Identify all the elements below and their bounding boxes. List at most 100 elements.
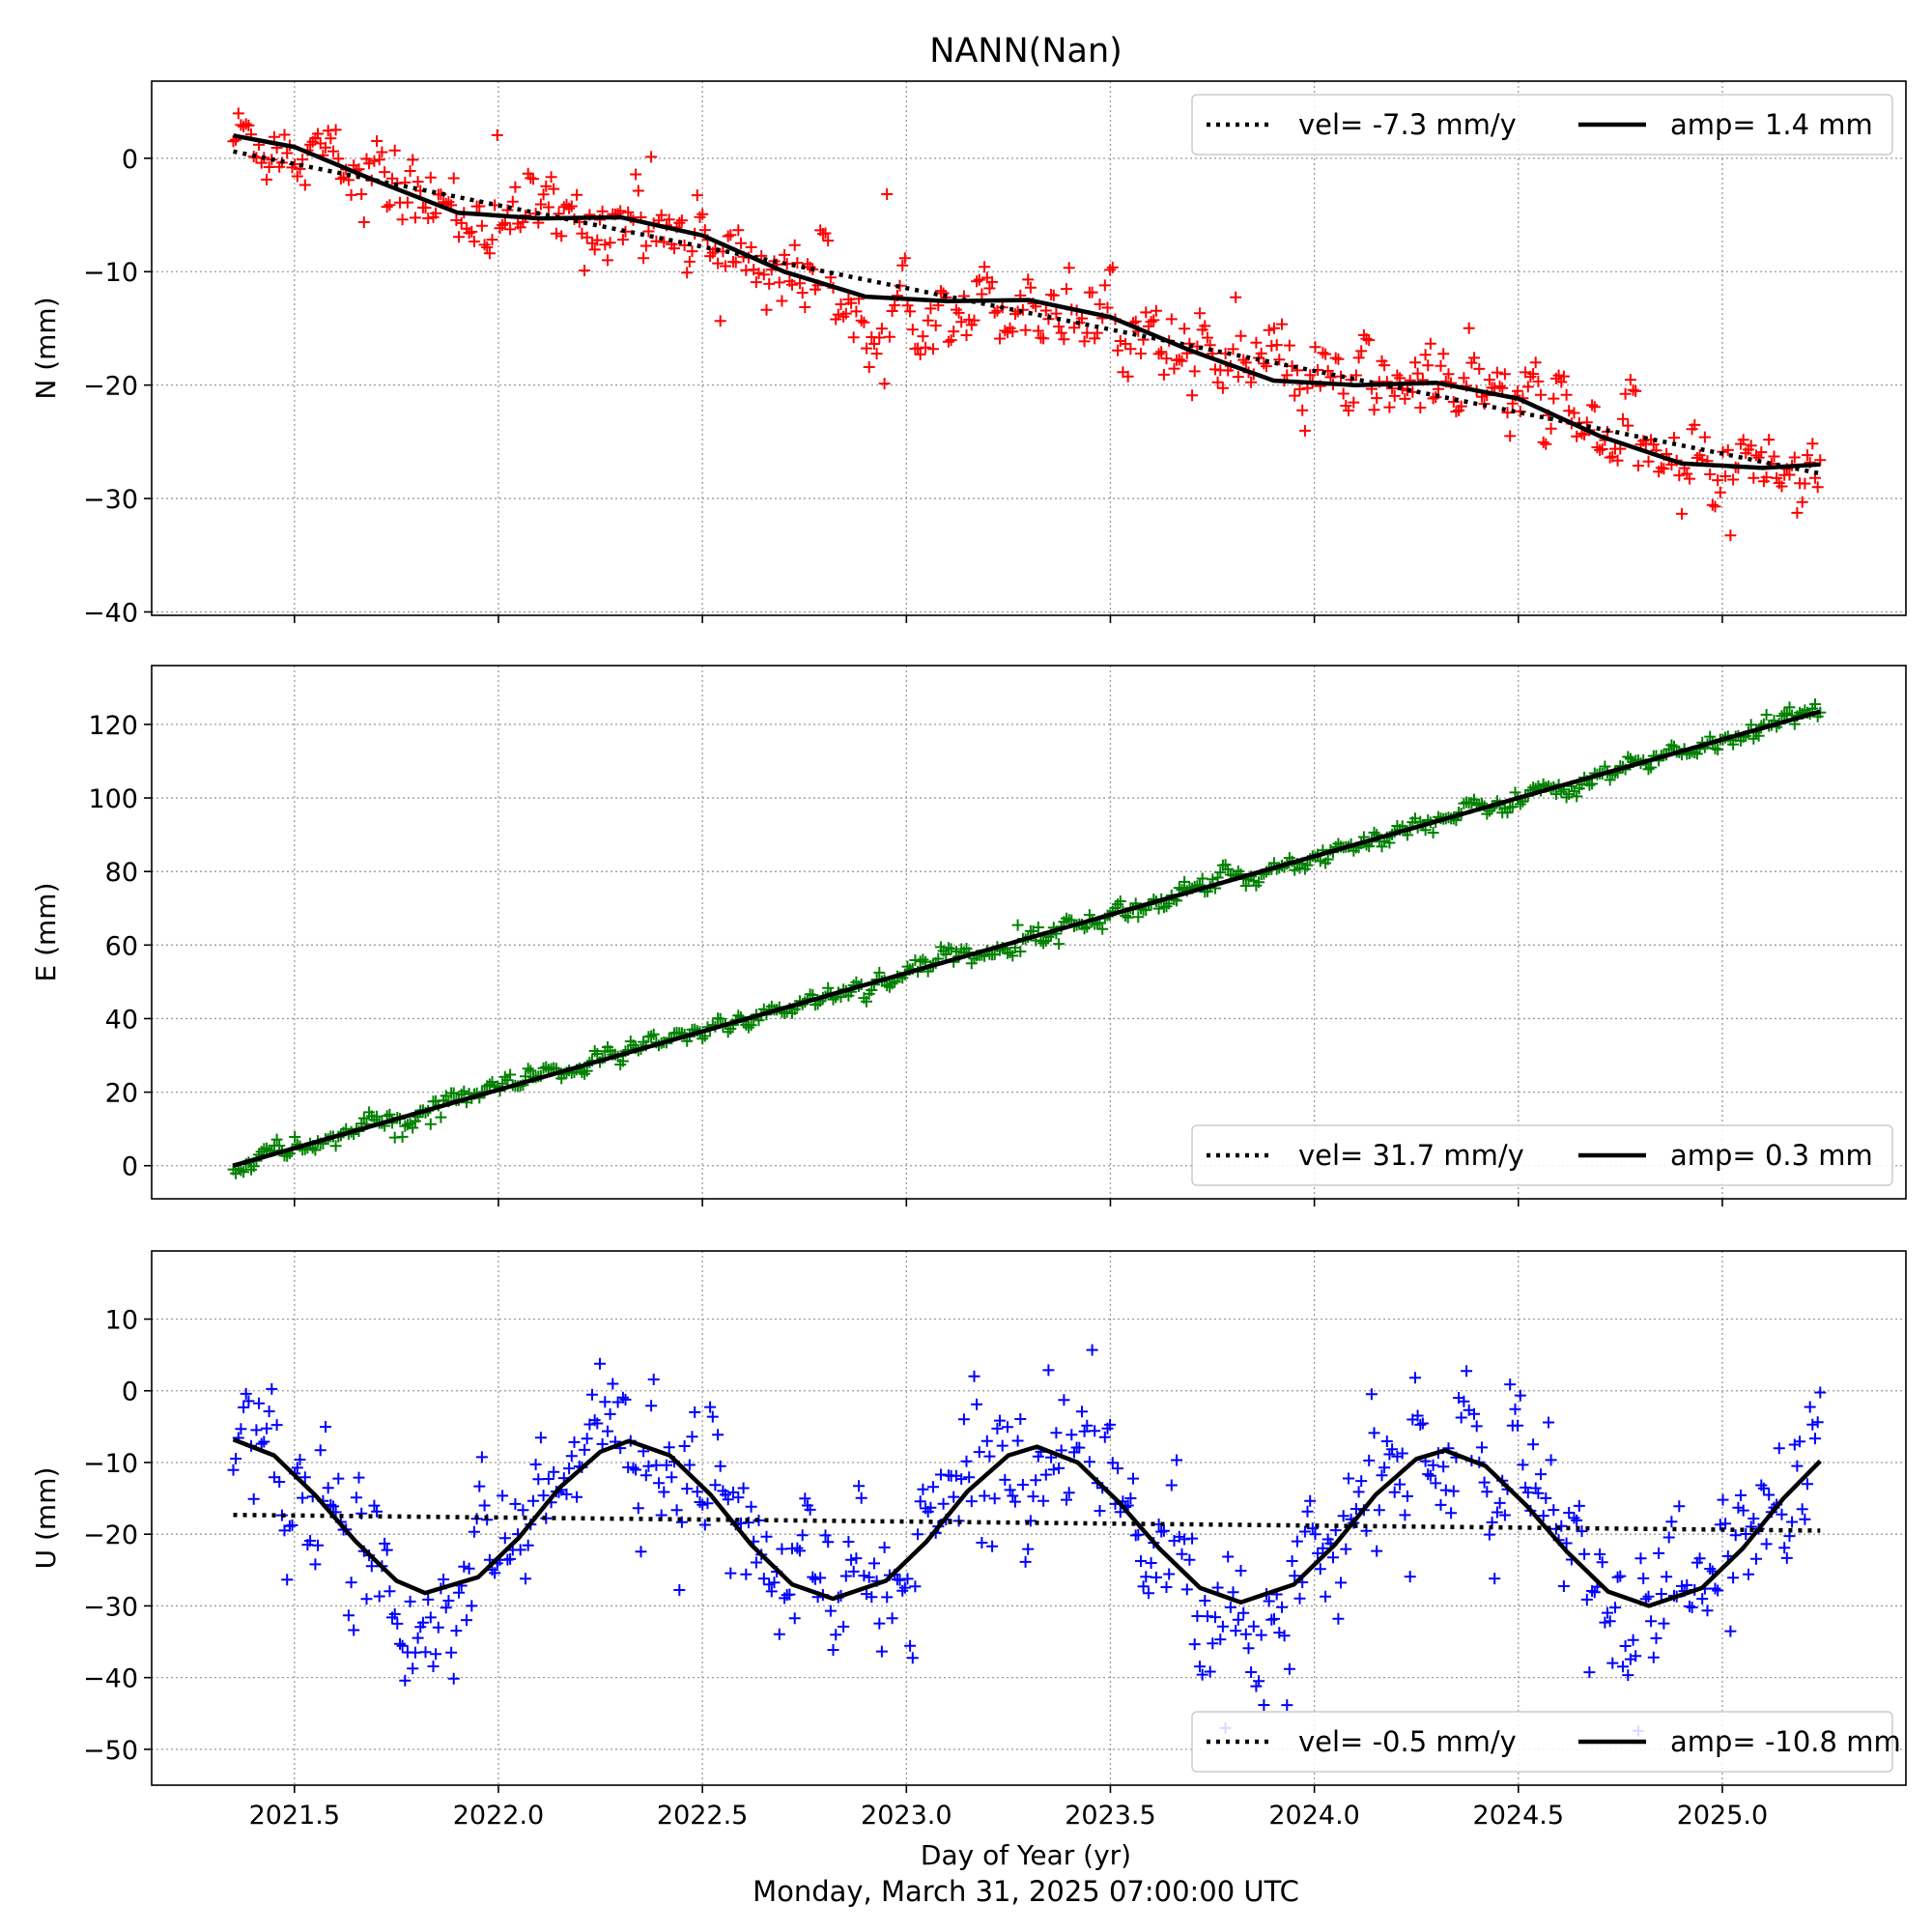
data-point	[1437, 348, 1450, 360]
data-point	[1399, 1509, 1411, 1521]
data-point	[1086, 1344, 1098, 1356]
data-point	[1253, 1675, 1265, 1688]
data-point	[1653, 1547, 1665, 1559]
data-point	[732, 1492, 745, 1504]
data-point	[1283, 339, 1295, 352]
data-point	[1658, 1617, 1670, 1630]
data-point	[681, 267, 694, 279]
data-point	[1776, 480, 1788, 493]
data-point	[906, 324, 919, 336]
data-point	[650, 1459, 663, 1471]
data-point	[581, 231, 593, 243]
data-point	[976, 288, 988, 300]
data-point	[1101, 301, 1114, 314]
data-point	[1498, 1509, 1511, 1521]
data-point	[1604, 774, 1616, 786]
data-point	[548, 183, 560, 195]
data-point	[455, 216, 468, 229]
data-point	[1689, 418, 1701, 431]
data-point	[1463, 322, 1475, 334]
data-point	[1050, 1427, 1063, 1439]
data-point	[1791, 1460, 1804, 1472]
data-point	[297, 1492, 309, 1504]
data-point	[942, 335, 954, 348]
data-point	[1768, 450, 1780, 463]
data-point	[712, 257, 724, 270]
data-point	[1529, 1482, 1542, 1494]
legend: vel= 31.7 mm/y amp= 0.3 mm	[1191, 1124, 1893, 1186]
data-point	[661, 1459, 672, 1471]
y-tick-label: −30	[83, 485, 138, 515]
data-point	[917, 953, 929, 966]
data-point	[794, 277, 806, 290]
data-point	[1019, 324, 1032, 336]
data-point	[230, 1453, 242, 1464]
data-point	[1563, 1507, 1576, 1519]
data-point	[763, 277, 776, 290]
data-point	[388, 144, 401, 156]
data-point	[360, 1593, 373, 1605]
data-point	[1019, 1555, 1032, 1568]
data-point	[894, 1574, 906, 1586]
data-point	[1435, 1498, 1447, 1511]
y-tick-label: −50	[83, 1736, 138, 1766]
data-point	[1083, 1456, 1095, 1468]
data-point	[1368, 826, 1380, 838]
data-point	[1568, 785, 1580, 798]
data-point	[1512, 384, 1524, 397]
data-point	[1376, 1469, 1388, 1482]
data-point	[1242, 1642, 1255, 1655]
data-point	[1009, 308, 1021, 321]
data-point	[1655, 1588, 1667, 1600]
data-point	[1386, 1443, 1399, 1456]
data-point	[647, 1028, 660, 1040]
data-point	[1560, 388, 1573, 401]
data-point	[430, 1648, 442, 1661]
data-point	[1104, 264, 1117, 276]
data-point	[1135, 348, 1147, 359]
data-point	[329, 124, 342, 136]
data-point	[796, 287, 809, 299]
data-point	[1312, 1548, 1324, 1559]
data-point	[384, 199, 396, 212]
x-tick-label: 2023.0	[861, 1801, 952, 1831]
data-point	[1596, 442, 1608, 455]
data-point	[357, 1112, 370, 1124]
data-point	[1320, 1590, 1332, 1603]
data-point	[1106, 1457, 1119, 1469]
data-point	[1207, 1637, 1219, 1650]
x-tick-label: 2025.0	[1677, 1801, 1768, 1831]
data-point	[242, 119, 255, 131]
data-point	[935, 285, 947, 298]
data-point	[1037, 332, 1050, 345]
data-point	[1104, 1418, 1117, 1431]
data-point	[1383, 1448, 1396, 1461]
data-point	[419, 1646, 432, 1659]
data-point	[1743, 1568, 1754, 1580]
data-point	[1557, 1580, 1570, 1592]
data-point	[955, 316, 968, 328]
y-tick-label: 0	[122, 1152, 138, 1182]
data-point	[673, 216, 686, 229]
data-point	[1737, 1504, 1749, 1517]
data-point	[1645, 1615, 1658, 1628]
data-point	[1430, 1477, 1442, 1490]
data-point	[416, 1616, 429, 1629]
data-point	[1171, 1454, 1183, 1466]
data-point	[988, 306, 1001, 319]
data-point	[1809, 1433, 1821, 1445]
y-tick-label: −40	[83, 598, 138, 628]
data-point	[555, 230, 568, 242]
data-point	[1002, 1421, 1013, 1434]
data-point	[861, 342, 872, 355]
data-point	[481, 242, 494, 253]
data-point	[327, 145, 339, 157]
data-point	[1309, 341, 1321, 354]
y-tick-label: 120	[88, 711, 138, 741]
data-point	[639, 240, 652, 252]
data-point	[329, 1140, 342, 1152]
data-point	[1094, 1505, 1106, 1517]
data-point	[839, 307, 852, 320]
plot-area	[152, 81, 1906, 615]
x-tick-label: 2022.0	[453, 1801, 544, 1831]
